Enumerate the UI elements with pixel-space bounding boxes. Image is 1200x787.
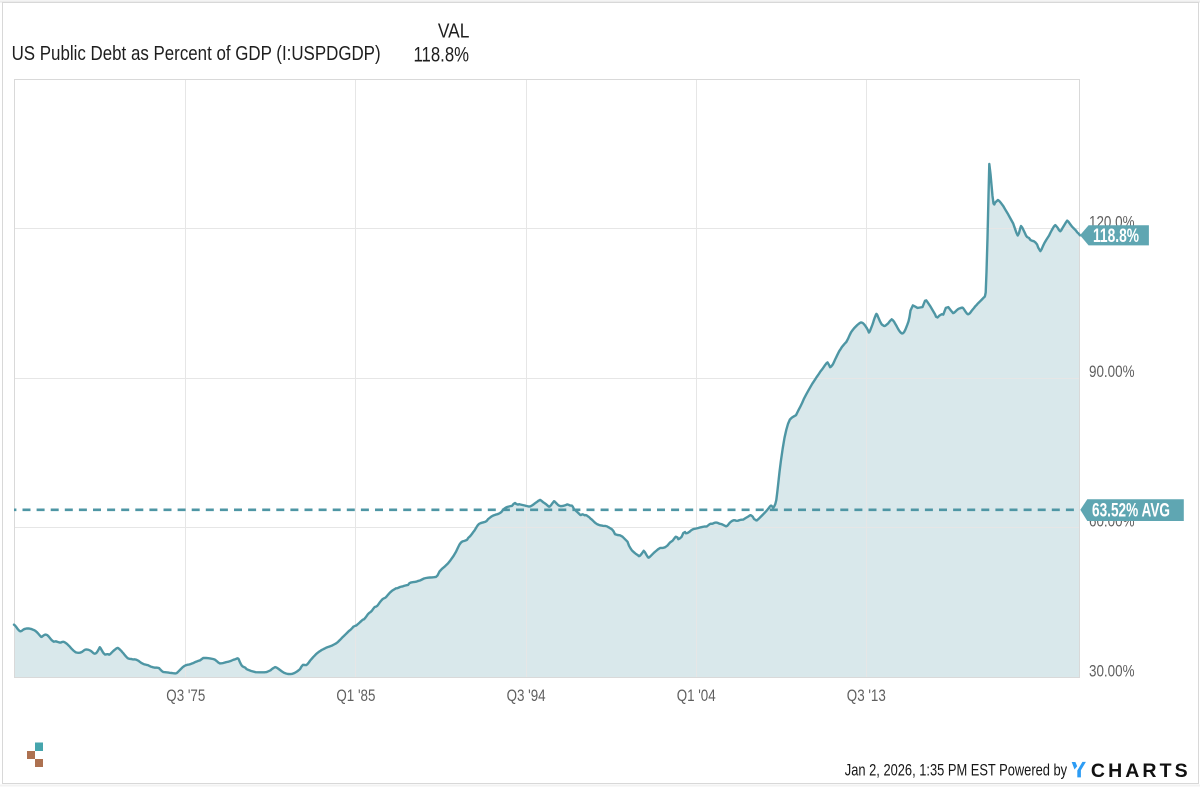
- svg-text:US Public Debt as Percent of G: US Public Debt as Percent of GDP (I:USPD…: [12, 43, 381, 65]
- svg-text:Q1 '04: Q1 '04: [677, 686, 716, 705]
- svg-text:Q3 '94: Q3 '94: [507, 686, 546, 705]
- svg-text:Q3 '75: Q3 '75: [166, 686, 205, 705]
- svg-text:CHARTS: CHARTS: [1091, 760, 1188, 782]
- svg-text:30.00%: 30.00%: [1089, 661, 1135, 680]
- svg-text:63.52% AVG: 63.52% AVG: [1092, 501, 1170, 522]
- svg-text:VAL: VAL: [438, 21, 470, 43]
- svg-text:Jan 2, 2026, 1:35 PM EST Power: Jan 2, 2026, 1:35 PM EST Powered by: [845, 760, 1068, 779]
- svg-text:Q3 '13: Q3 '13: [847, 686, 886, 705]
- svg-text:118.8%: 118.8%: [414, 44, 470, 67]
- svg-text:90.00%: 90.00%: [1089, 362, 1135, 381]
- svg-text:118.8%: 118.8%: [1093, 226, 1139, 247]
- svg-text:Q1 '85: Q1 '85: [336, 686, 375, 705]
